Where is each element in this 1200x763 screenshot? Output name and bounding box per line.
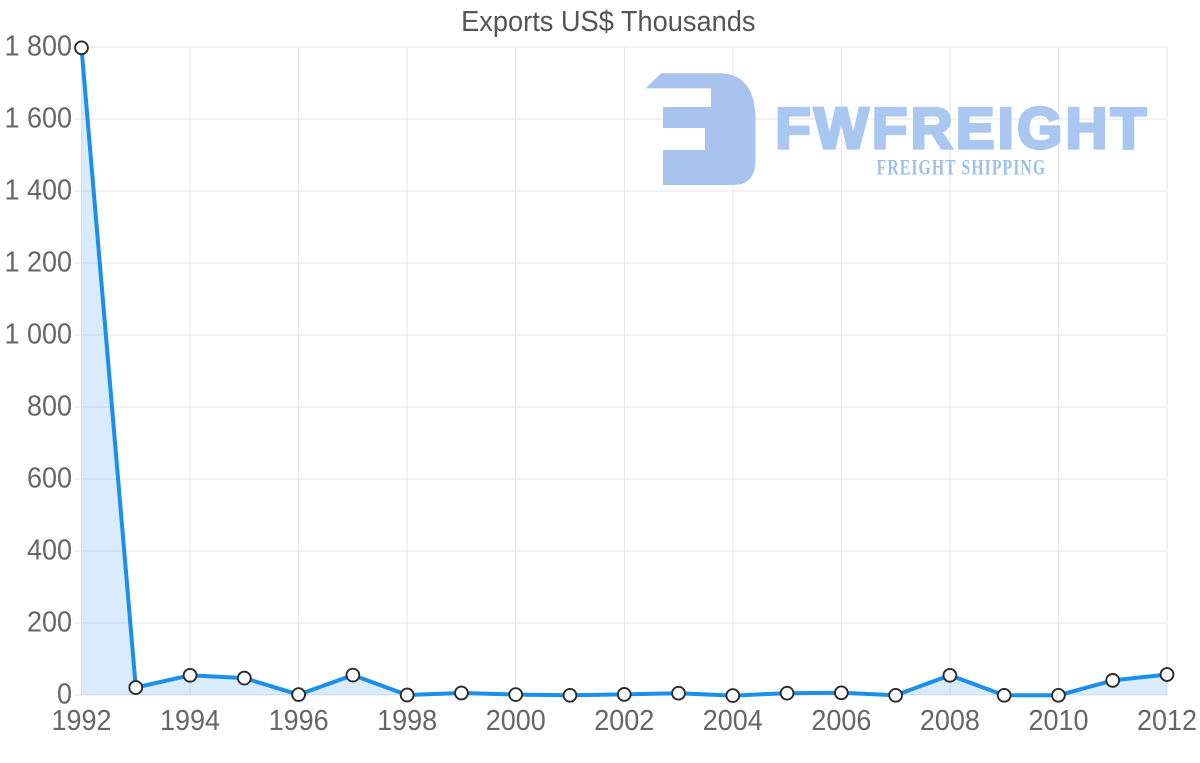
svg-text:1 000: 1 000 (5, 318, 72, 350)
svg-text:1992: 1992 (52, 704, 112, 736)
svg-text:600: 600 (27, 462, 72, 494)
svg-text:2002: 2002 (594, 704, 654, 736)
svg-text:2000: 2000 (486, 704, 546, 736)
svg-text:1 600: 1 600 (5, 102, 72, 134)
svg-text:1 800: 1 800 (5, 30, 72, 62)
svg-text:2012: 2012 (1137, 704, 1197, 736)
svg-text:1998: 1998 (377, 704, 437, 736)
svg-text:800: 800 (27, 390, 72, 422)
svg-text:2008: 2008 (920, 704, 980, 736)
svg-text:1996: 1996 (269, 704, 329, 736)
svg-text:FREIGHT SHIPPING: FREIGHT SHIPPING (877, 156, 1047, 180)
svg-text:FWFREIGHT: FWFREIGHT (775, 97, 1149, 161)
svg-text:2010: 2010 (1028, 704, 1088, 736)
svg-text:1 400: 1 400 (5, 174, 72, 206)
svg-text:2004: 2004 (703, 704, 763, 736)
svg-text:400: 400 (27, 534, 72, 566)
svg-text:Exports US$ Thousands: Exports US$ Thousands (461, 5, 755, 37)
svg-text:1 200: 1 200 (5, 246, 72, 278)
svg-text:0: 0 (57, 678, 72, 710)
svg-text:1994: 1994 (160, 704, 220, 736)
svg-text:200: 200 (27, 606, 72, 638)
svg-text:2006: 2006 (811, 704, 871, 736)
